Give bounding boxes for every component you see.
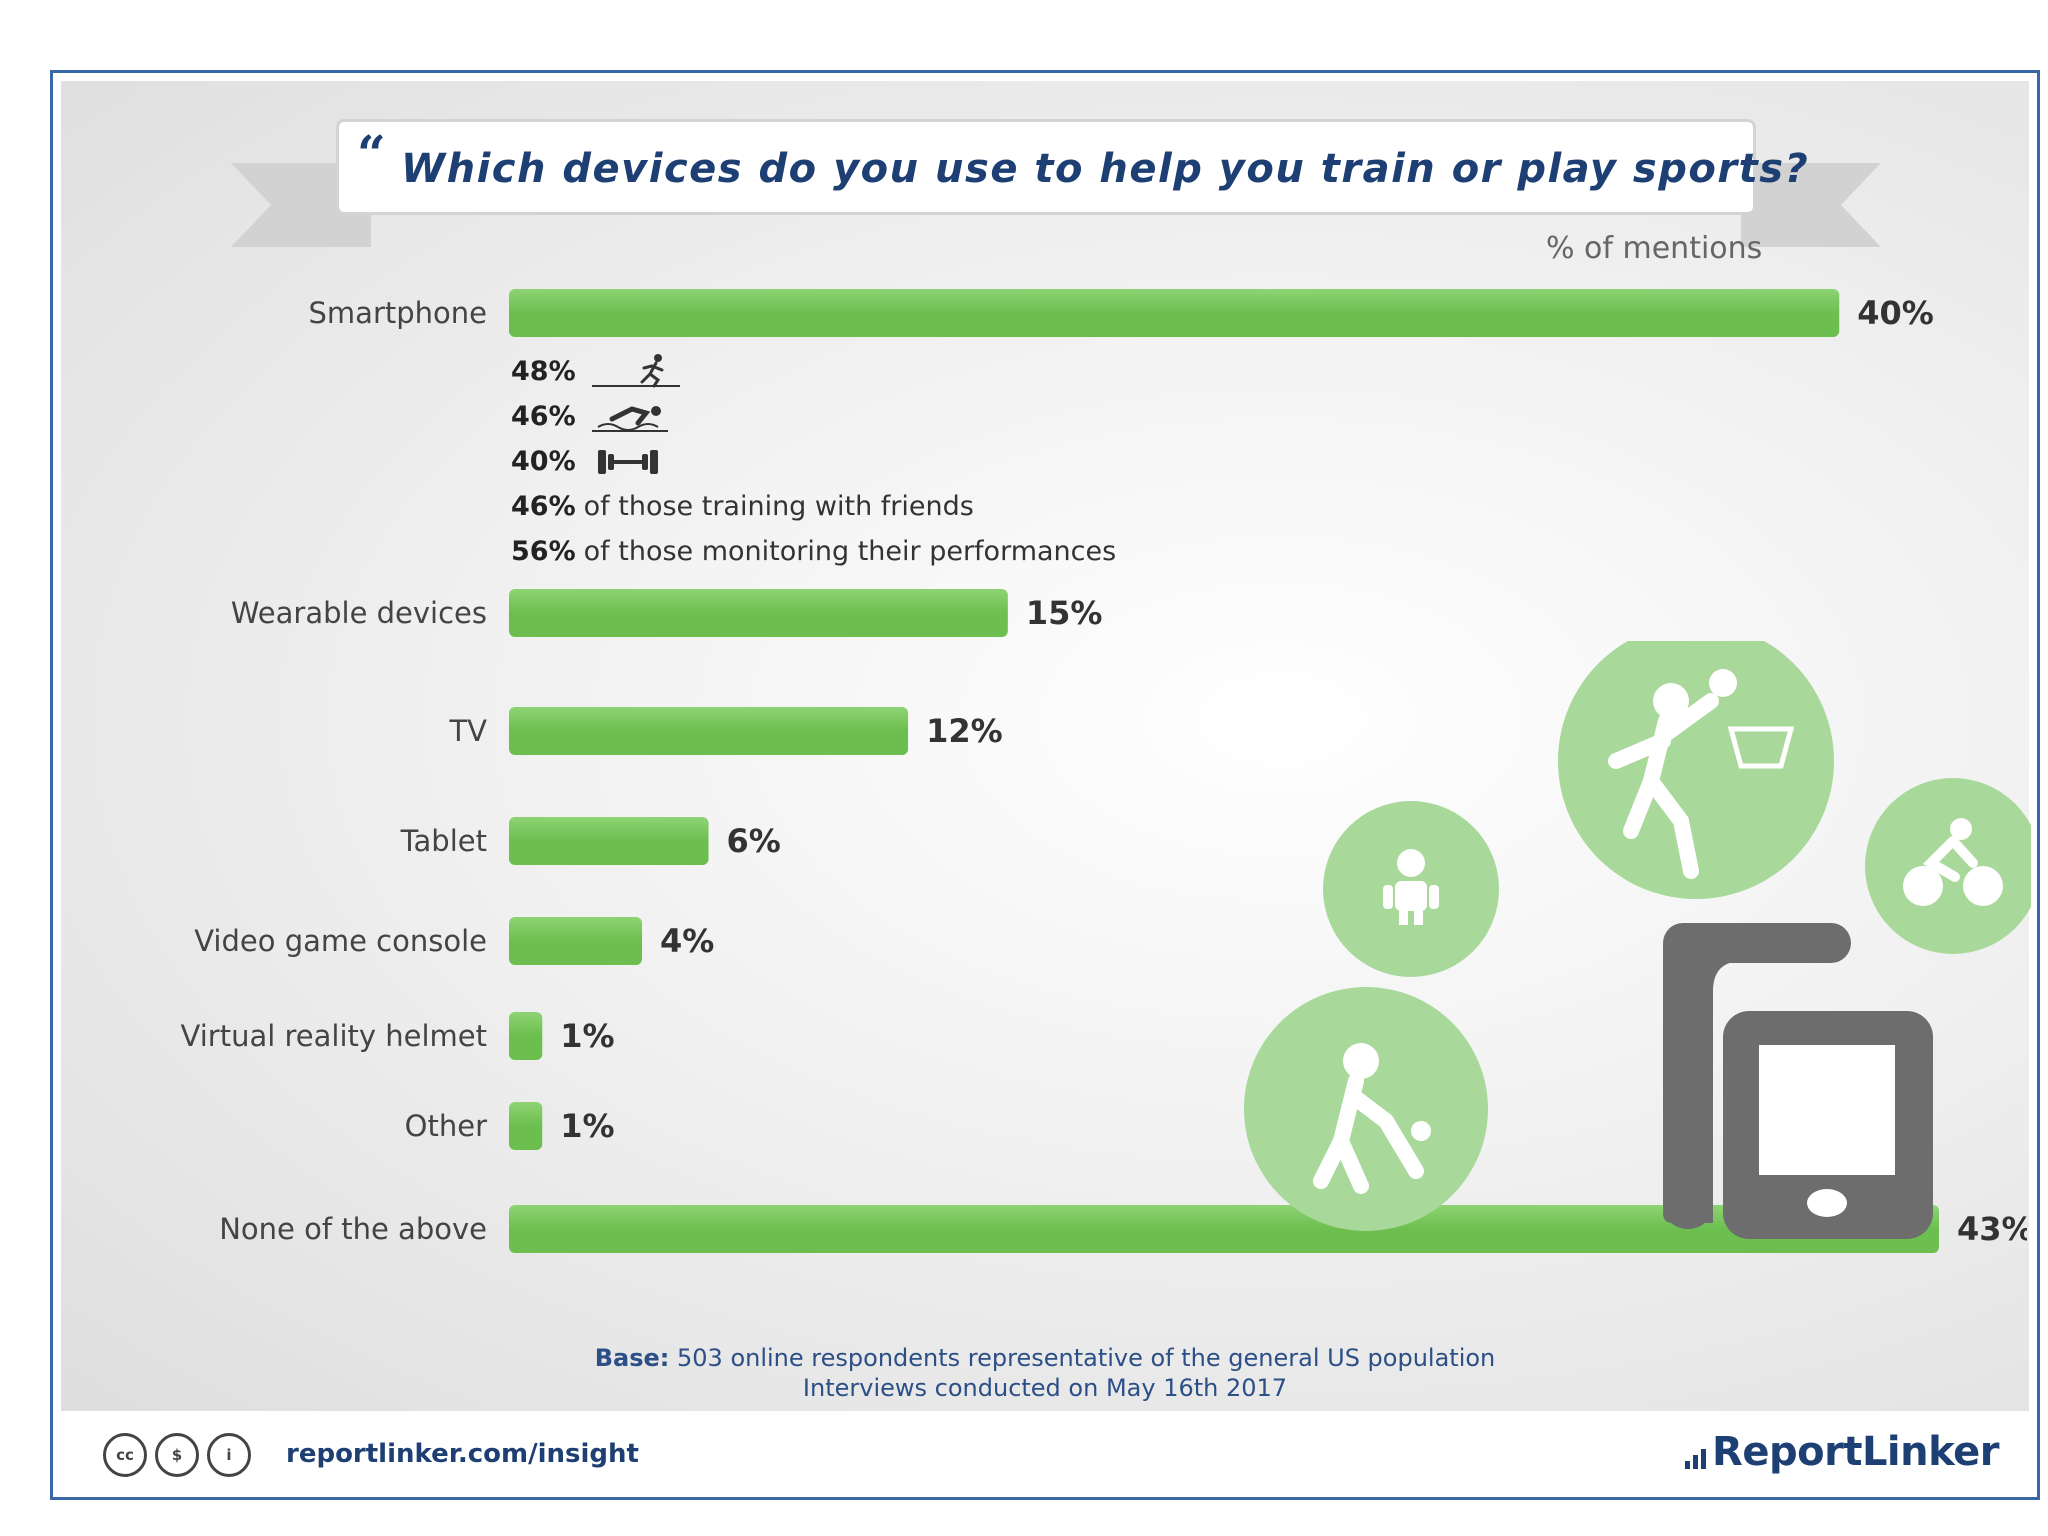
running-icon <box>591 353 680 387</box>
tablet-device-icon <box>1663 923 1851 1229</box>
breakdown-pct: 56% <box>511 536 576 567</box>
value-label: 6% <box>727 822 781 860</box>
category-label: Wearable devices <box>231 596 487 630</box>
footer: cc $ i reportlinker.com/insight ReportLi… <box>61 1415 2029 1489</box>
bar-chart: Smartphone 40% Wearable devices 15% TV 12% Tab… <box>181 289 2027 1253</box>
category-label: Other <box>405 1109 487 1143</box>
axis-note: % of mentions <box>1546 231 1763 266</box>
category-label: Virtual reality helmet <box>181 1019 487 1053</box>
breakdown-swimming: 46% <box>511 394 1116 439</box>
category-label: None of the above <box>219 1212 487 1246</box>
breakdown-monitoring: 56% of those monitoring their performanc… <box>511 529 1116 574</box>
kid-icon <box>1323 801 1499 977</box>
smartphone-device-icon <box>1723 1011 1933 1239</box>
brand-logo: ReportLinker <box>1685 1429 1999 1475</box>
value-label: 40% <box>1857 294 1934 332</box>
breakdown-fitness: 40% <box>511 439 1116 484</box>
bar <box>509 707 909 755</box>
value-label: 4% <box>660 922 714 960</box>
brand-name: ReportLinker <box>1712 1429 1999 1475</box>
nc-icon: $ <box>155 1433 199 1477</box>
base-text: 503 online respondents representative of… <box>677 1344 1496 1372</box>
smartphone-breakdown: 48% 46% 40% <box>511 349 1116 574</box>
category-label: TV <box>448 714 487 748</box>
chart-panel: “ Which devices do you use to help you t… <box>61 81 2031 1411</box>
value-label: 1% <box>560 1107 614 1145</box>
bar <box>509 1102 543 1150</box>
bar <box>509 917 643 965</box>
bar <box>509 589 1008 637</box>
title-box: “ Which devices do you use to help you t… <box>336 119 1808 215</box>
bar <box>509 1012 543 1060</box>
category-label: Tablet <box>400 824 487 858</box>
bar <box>509 1205 1939 1253</box>
breakdown-pct: 40% <box>511 446 576 477</box>
base-label: Base: <box>594 1344 670 1372</box>
golf-icon <box>1244 987 1488 1231</box>
by-icon: i <box>207 1433 251 1477</box>
breakdown-pct: 46% <box>511 491 576 522</box>
value-label: 43% <box>1957 1210 2027 1248</box>
source-link[interactable]: reportlinker.com/insight <box>286 1439 639 1469</box>
license-icons: cc $ i <box>103 1433 251 1477</box>
base-note: Base: 503 online respondents representat… <box>61 1343 2029 1403</box>
category-label: Smartphone <box>309 296 487 330</box>
breakdown-friends: 46% of those training with friends <box>511 484 1116 529</box>
swimming-icon <box>591 405 668 432</box>
infographic-frame: “ Which devices do you use to help you t… <box>50 70 2040 1500</box>
basketball-icon <box>1558 641 1834 899</box>
cc-icon: cc <box>103 1433 147 1477</box>
sports-devices-illustration <box>1244 641 2031 1239</box>
quote-icon: “ <box>357 124 386 183</box>
breakdown-running: 48% <box>511 349 1116 394</box>
bar <box>509 817 709 865</box>
breakdown-text: of those monitoring their performances <box>583 536 1117 567</box>
brand-bars-icon <box>1685 1435 1707 1475</box>
cycling-icon <box>1865 778 2031 954</box>
value-label: 12% <box>926 712 1003 750</box>
value-label: 1% <box>560 1017 614 1055</box>
value-label: 15% <box>1026 594 1103 632</box>
chart-title: Which devices do you use to help you tra… <box>401 146 1810 192</box>
base-note-line1: Base: 503 online respondents representat… <box>61 1343 2029 1373</box>
category-label: Video game console <box>194 924 487 958</box>
breakdown-pct: 46% <box>511 401 576 432</box>
base-note-line2: Interviews conducted on May 16th 2017 <box>802 1374 1288 1402</box>
dumbbell-icon <box>597 449 658 474</box>
breakdown-text: of those training with friends <box>583 491 974 522</box>
breakdown-pct: 48% <box>511 356 576 387</box>
bar <box>509 289 1840 337</box>
